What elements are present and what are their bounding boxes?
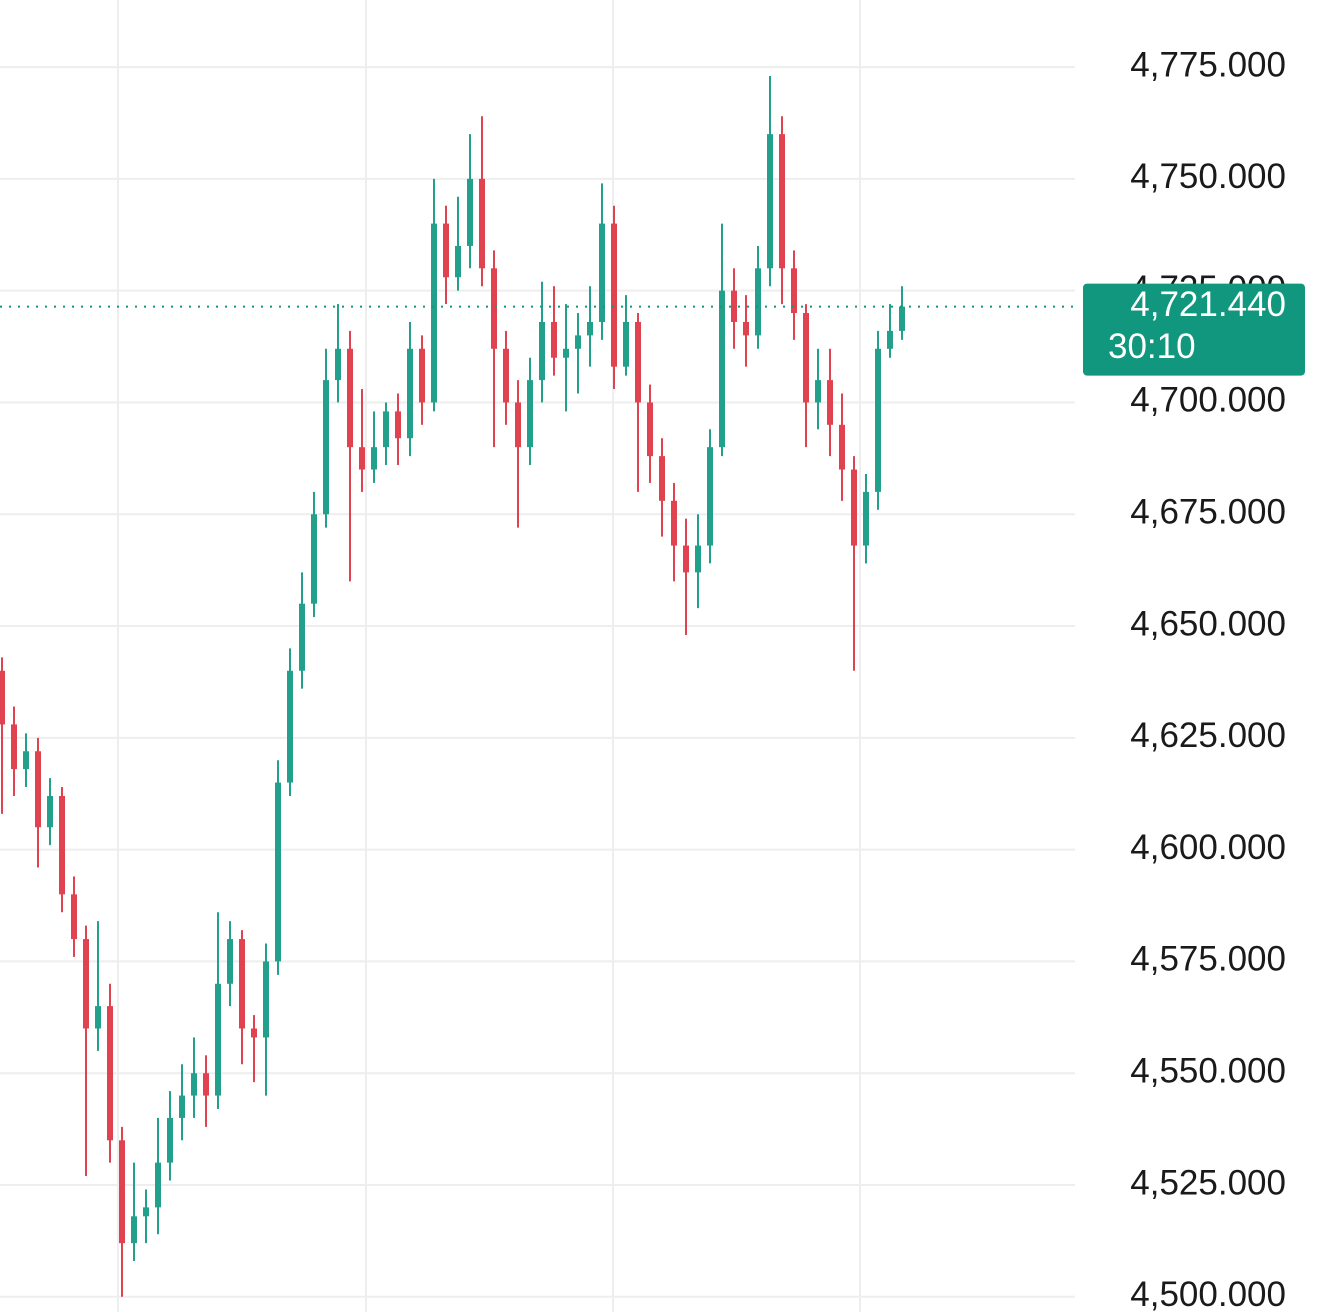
grid <box>0 66 1075 1298</box>
candle-body <box>23 751 29 770</box>
candle-body <box>347 348 353 448</box>
candle-body <box>83 939 89 1029</box>
y-tick-label: 4,775.000 <box>1130 45 1286 84</box>
candle-body <box>803 313 809 403</box>
candle-body <box>311 514 317 604</box>
candle-body <box>383 411 389 448</box>
candle-body <box>95 1006 101 1029</box>
candle-body <box>815 380 821 403</box>
y-tick-label: 4,625.000 <box>1130 716 1286 755</box>
candle-body <box>743 321 749 336</box>
candle-body <box>275 782 281 962</box>
candle-body <box>899 306 905 331</box>
candle-body <box>35 751 41 828</box>
candle-body <box>671 500 677 546</box>
candle-body <box>455 245 461 278</box>
candle-body <box>551 321 557 358</box>
candle-body <box>527 380 533 448</box>
candle-body <box>503 348 509 403</box>
y-tick-label: 4,500.000 <box>1130 1275 1286 1312</box>
candle-body <box>11 724 17 770</box>
last-price-tag <box>1083 283 1305 376</box>
candle-body <box>119 1140 125 1244</box>
candle-body <box>359 447 365 470</box>
candle-body <box>155 1162 161 1208</box>
candle-body <box>767 134 773 269</box>
candle-body <box>299 603 305 671</box>
candle-body <box>47 795 53 828</box>
candle-body <box>215 983 221 1096</box>
candle-body <box>779 134 785 269</box>
y-tick-label: 4,750.000 <box>1130 157 1286 196</box>
axis-labels: 4,500.000 4,525.000 4,550.000 4,575.000 4,60… <box>1130 45 1286 1312</box>
candle-body <box>635 321 641 403</box>
candle-body <box>647 402 653 457</box>
candle-body <box>191 1073 197 1096</box>
candle-body <box>623 321 629 367</box>
candle-body <box>875 348 881 492</box>
candle-body <box>659 456 665 501</box>
candle-body <box>863 491 869 546</box>
candle-body <box>575 335 581 349</box>
candle-body <box>719 290 725 448</box>
candle-body <box>683 545 689 573</box>
candle-body <box>695 545 701 573</box>
candles <box>0 76 905 1297</box>
candle-body <box>227 939 233 984</box>
candle-body <box>851 469 857 546</box>
candle-body <box>827 380 833 425</box>
candle-body <box>731 290 737 322</box>
candle-body <box>887 330 893 349</box>
candle-body <box>431 223 437 403</box>
candle-body <box>491 268 497 349</box>
candle-body <box>107 1006 113 1141</box>
candle-body <box>755 268 761 336</box>
candle-body <box>167 1117 173 1163</box>
candle-body <box>71 894 77 940</box>
candle-body <box>707 447 713 546</box>
last-price-label: 4,721.440 <box>1130 285 1286 324</box>
candle-body <box>287 670 293 783</box>
y-tick-label: 4,525.000 <box>1130 1163 1286 1202</box>
candle-body <box>395 411 401 439</box>
candle-body <box>131 1216 137 1244</box>
candle-body <box>407 348 413 439</box>
candle-body <box>0 670 5 725</box>
candle-body <box>515 402 521 448</box>
candle-body <box>611 223 617 367</box>
candle-body <box>335 348 341 381</box>
candle-body <box>563 348 569 358</box>
candle-body <box>251 1028 257 1038</box>
candle-body <box>599 223 605 322</box>
y-tick-label: 4,575.000 <box>1130 940 1286 979</box>
countdown: 30:10 <box>1108 327 1196 366</box>
candle-body <box>443 223 449 278</box>
candle-body <box>467 178 473 246</box>
candle-body <box>179 1095 185 1118</box>
candle-body <box>539 321 545 381</box>
candle-body <box>419 348 425 403</box>
candle-body <box>839 424 845 470</box>
candle-body <box>479 178 485 269</box>
candle-body <box>587 321 593 336</box>
candle-body <box>791 268 797 314</box>
candle-body <box>371 447 377 470</box>
candle-body <box>203 1073 209 1096</box>
y-tick-label: 4,550.000 <box>1130 1051 1286 1090</box>
y-tick-label: 4,675.000 <box>1130 492 1286 531</box>
candle-body <box>143 1207 149 1217</box>
candle-body <box>59 795 65 895</box>
candle-body <box>239 939 245 1029</box>
y-tick-label: 4,650.000 <box>1130 604 1286 643</box>
candle-body <box>263 961 269 1038</box>
candle-body <box>323 380 329 515</box>
y-tick-label: 4,600.000 <box>1130 828 1286 867</box>
time-grid <box>117 0 861 1312</box>
y-tick-label: 4,700.000 <box>1130 381 1286 420</box>
